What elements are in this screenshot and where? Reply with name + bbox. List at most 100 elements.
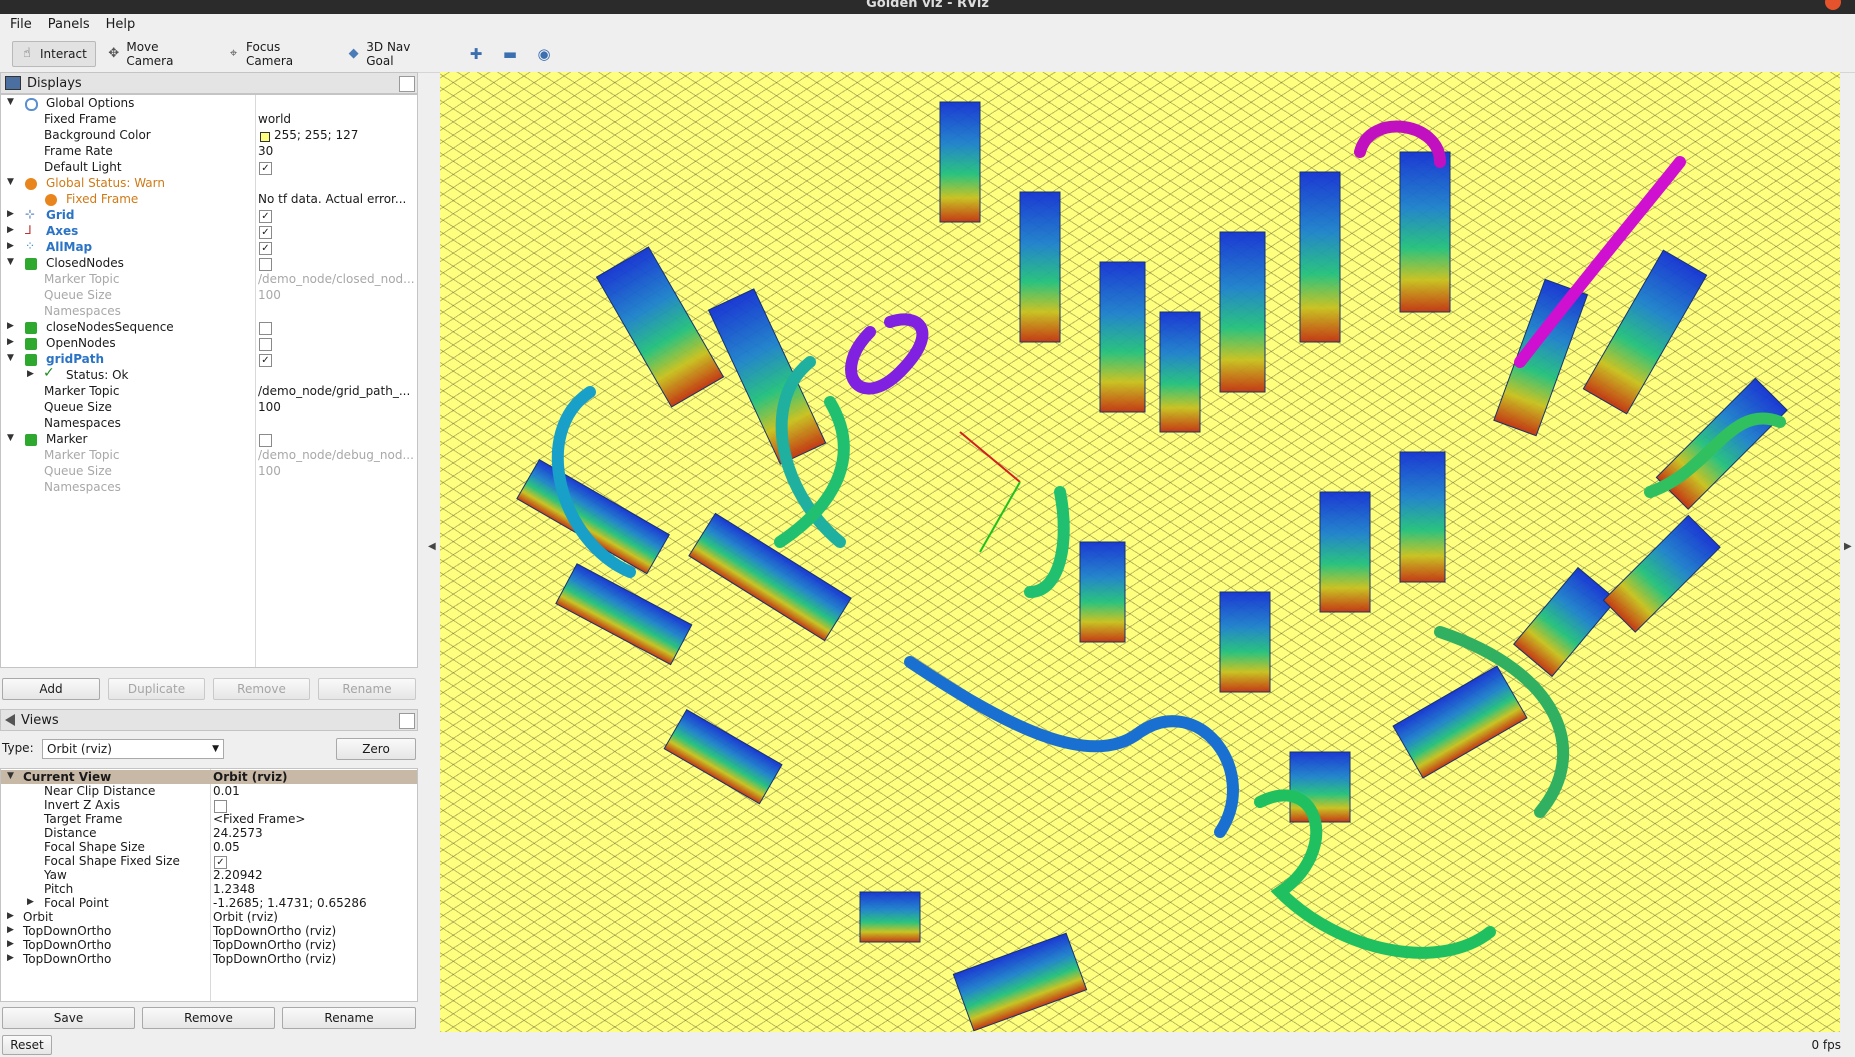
expand-arrow-icon[interactable]: ▼ (7, 771, 14, 781)
invert-z-checkbox[interactable] (214, 800, 227, 813)
opennodes-checkbox[interactable] (259, 338, 272, 351)
expand-arrow-icon[interactable]: ▼ (7, 257, 14, 267)
closenodesseq-checkbox[interactable] (259, 322, 272, 335)
tree-row-opennodes[interactable]: ▶ OpenNodes (1, 336, 417, 352)
default-light-checkbox[interactable]: ✓ (259, 162, 272, 175)
expand-arrow-icon[interactable]: ▶ (7, 911, 14, 921)
tree-row-m-namespaces[interactable]: Namespaces (1, 480, 417, 496)
gp-marker-topic-value[interactable]: /demo_node/grid_path_... (258, 384, 411, 398)
expand-arrow-icon[interactable]: ▼ (7, 97, 14, 107)
close-window-button[interactable] (1825, 0, 1841, 10)
menu-panels[interactable]: Panels (47, 17, 90, 32)
expand-arrow-icon[interactable]: ▶ (7, 337, 14, 347)
tree-row-invert-z[interactable]: Invert Z Axis (1, 798, 417, 814)
near-clip-value[interactable]: 0.01 (213, 784, 240, 798)
zero-view-button[interactable]: Zero (336, 738, 416, 760)
tree-row-m-queue[interactable]: Queue Size 100 (1, 464, 417, 480)
rename-display-button[interactable]: Rename (318, 678, 416, 700)
fixed-frame-value[interactable]: world (258, 112, 292, 126)
gridpath-checkbox[interactable]: ✓ (259, 354, 272, 367)
tree-row-m-marker-topic[interactable]: Marker Topic /demo_node/debug_nod... (1, 448, 417, 464)
axes-checkbox[interactable]: ✓ (259, 226, 272, 239)
remove-display-button[interactable]: Remove (213, 678, 310, 700)
tree-row-global-options[interactable]: ▼ Global Options (1, 96, 417, 112)
displays-float-button[interactable] (399, 76, 415, 92)
save-view-button[interactable]: Save (2, 1007, 135, 1029)
closed-queue-value[interactable]: 100 (258, 288, 281, 302)
tree-row-target-frame[interactable]: Target Frame <Fixed Frame> (1, 812, 417, 828)
m-queue-value[interactable]: 100 (258, 464, 281, 478)
nav-goal-button[interactable]: ◆ 3D Nav Goal (340, 40, 444, 68)
duplicate-display-button[interactable]: Duplicate (108, 678, 205, 700)
view-type-select[interactable]: Orbit (rviz) ▼ (42, 739, 224, 759)
tree-row-default-light[interactable]: Default Light ✓ (1, 160, 417, 176)
tree-row-gp-queue[interactable]: Queue Size 100 (1, 400, 417, 416)
focal-fixed-checkbox[interactable]: ✓ (214, 856, 227, 869)
tree-row-gridpath[interactable]: ▼ gridPath ✓ (1, 352, 417, 368)
tree-row-marker[interactable]: ▼ Marker (1, 432, 417, 448)
yaw-value[interactable]: 2.20942 (213, 868, 263, 882)
collapse-left-icon[interactable]: ◀ (428, 541, 436, 552)
tree-row-pitch[interactable]: Pitch 1.2348 (1, 882, 417, 898)
focus-camera-button[interactable]: ⌖ Focus Camera (220, 40, 332, 68)
tree-row-saved-view[interactable]: ▶ TopDownOrtho TopDownOrtho (rviz) (1, 952, 417, 968)
views-float-button[interactable] (399, 713, 415, 729)
gp-queue-value[interactable]: 100 (258, 400, 281, 414)
bg-color-value[interactable]: 255; 255; 127 (274, 128, 359, 142)
interact-tool-button[interactable]: ☝ Interact (12, 41, 96, 67)
tree-row-allmap[interactable]: ▶ ⁘ AllMap ✓ (1, 239, 417, 256)
expand-arrow-icon[interactable]: ▶ (27, 897, 34, 907)
closed-marker-topic-value[interactable]: /demo_node/closed_nod... (258, 272, 415, 286)
tree-row-bg-color[interactable]: Background Color 255; 255; 127 (1, 128, 417, 144)
collapse-right-icon[interactable]: ▶ (1844, 541, 1852, 552)
tree-row-distance[interactable]: Distance 24.2573 (1, 826, 417, 842)
expand-arrow-icon[interactable]: ▶ (7, 953, 14, 963)
tree-row-closed-marker-topic[interactable]: Marker Topic /demo_node/closed_nod... (1, 272, 417, 288)
closednodes-checkbox[interactable] (259, 258, 272, 271)
remove-tool-icon[interactable]: ▬ (502, 45, 518, 63)
grid-checkbox[interactable]: ✓ (259, 210, 272, 223)
expand-arrow-icon[interactable]: ▶ (7, 939, 14, 949)
tree-row-global-status[interactable]: ▼ Global Status: Warn (1, 176, 417, 192)
target-frame-value[interactable]: <Fixed Frame> (213, 812, 306, 826)
tree-row-saved-view[interactable]: ▶ TopDownOrtho TopDownOrtho (rviz) (1, 924, 417, 940)
tree-row-closednodes[interactable]: ▼ ClosedNodes (1, 256, 417, 272)
expand-arrow-icon[interactable]: ▶ (7, 925, 14, 935)
expand-arrow-icon[interactable]: ▶ (7, 209, 14, 219)
focal-size-value[interactable]: 0.05 (213, 840, 240, 854)
tree-row-near-clip[interactable]: Near Clip Distance 0.01 (1, 784, 417, 800)
tree-row-saved-view[interactable]: ▶ TopDownOrtho TopDownOrtho (rviz) (1, 938, 417, 954)
rename-view-button[interactable]: Rename (282, 1007, 416, 1029)
reset-button[interactable]: Reset (2, 1035, 52, 1055)
focal-point-value[interactable]: -1.2685; 1.4731; 0.65286 (213, 896, 367, 910)
pitch-value[interactable]: 1.2348 (213, 882, 255, 896)
tree-row-status-fixed-frame[interactable]: Fixed Frame No tf data. Actual error... (1, 192, 417, 208)
tree-row-closed-queue[interactable]: Queue Size 100 (1, 288, 417, 304)
expand-arrow-icon[interactable]: ▶ (7, 241, 14, 251)
add-tool-icon[interactable]: ✚ (469, 45, 483, 63)
eye-visibility-icon[interactable]: ◉ (537, 45, 551, 63)
tree-row-gridpath-status[interactable]: ▶ ✓ Status: Ok (1, 365, 417, 384)
add-display-button[interactable]: Add (2, 678, 100, 700)
expand-arrow-icon[interactable]: ▶ (27, 369, 34, 379)
allmap-checkbox[interactable]: ✓ (259, 242, 272, 255)
expand-arrow-icon[interactable]: ▶ (7, 225, 14, 235)
tree-row-focal-size[interactable]: Focal Shape Size 0.05 (1, 840, 417, 856)
menu-help[interactable]: Help (105, 17, 136, 32)
3d-render-viewport[interactable] (440, 72, 1840, 1032)
tree-row-gp-namespaces[interactable]: Namespaces (1, 416, 417, 432)
tree-row-saved-view[interactable]: ▶ Orbit Orbit (rviz) (1, 910, 417, 926)
marker-checkbox[interactable] (259, 434, 272, 447)
tree-row-closed-namespaces[interactable]: Namespaces (1, 304, 417, 320)
expand-arrow-icon[interactable]: ▼ (7, 177, 14, 187)
tree-row-fixed-frame[interactable]: Fixed Frame world (1, 112, 417, 128)
tree-row-yaw[interactable]: Yaw 2.20942 (1, 868, 417, 884)
tree-row-focal-fixed[interactable]: Focal Shape Fixed Size ✓ (1, 854, 417, 870)
remove-view-button[interactable]: Remove (142, 1007, 275, 1029)
tree-row-focal-point[interactable]: ▶ Focal Point -1.2685; 1.4731; 0.65286 (1, 896, 417, 912)
tree-row-frame-rate[interactable]: Frame Rate 30 (1, 144, 417, 160)
move-camera-button[interactable]: ✥ Move Camera (100, 40, 212, 68)
expand-arrow-icon[interactable]: ▼ (7, 433, 14, 443)
tree-row-axes[interactable]: ▶ ⅃ Axes ✓ (1, 223, 417, 240)
expand-arrow-icon[interactable]: ▼ (7, 353, 14, 363)
